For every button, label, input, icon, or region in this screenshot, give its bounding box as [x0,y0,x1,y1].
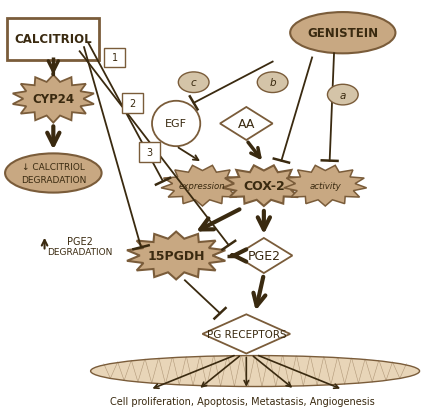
Ellipse shape [327,85,358,106]
Text: DEGRADATION: DEGRADATION [21,175,86,184]
Polygon shape [220,108,273,141]
Text: GENISTEIN: GENISTEIN [307,27,378,40]
Text: 15PGDH: 15PGDH [147,249,205,262]
Text: activity: activity [309,181,341,190]
Polygon shape [161,166,244,206]
Ellipse shape [178,73,209,93]
Text: PGE2: PGE2 [67,237,92,247]
Text: Cell proliferation, Apoptosis, Metastasis, Angiogenesis: Cell proliferation, Apoptosis, Metastasi… [110,396,374,406]
Polygon shape [235,238,292,273]
FancyBboxPatch shape [122,94,143,114]
Text: expression: expression [179,181,226,190]
Text: c: c [191,78,197,88]
Text: CYP24: CYP24 [32,93,74,106]
Text: 2: 2 [129,99,136,109]
Text: COX-2: COX-2 [243,179,285,192]
Text: 3: 3 [147,148,153,158]
Polygon shape [202,315,290,354]
Polygon shape [223,166,305,206]
Polygon shape [284,166,367,206]
Text: EGF: EGF [165,119,187,129]
FancyBboxPatch shape [139,143,160,163]
Text: 1: 1 [112,53,118,63]
Polygon shape [127,232,225,280]
Text: ↓ CALCITRIOL: ↓ CALCITRIOL [22,163,85,172]
Text: CALCITRIOL: CALCITRIOL [15,33,92,46]
Text: AA: AA [238,118,255,131]
Text: a: a [340,90,346,100]
Ellipse shape [5,154,102,193]
Ellipse shape [290,13,396,54]
Circle shape [152,102,200,147]
Text: b: b [269,78,276,88]
FancyBboxPatch shape [7,19,99,60]
Text: DEGRADATION: DEGRADATION [47,247,112,256]
Ellipse shape [91,356,420,387]
Text: PG RECEPTORS: PG RECEPTORS [206,329,286,339]
Polygon shape [13,76,94,123]
Text: PGE2: PGE2 [247,249,280,262]
FancyBboxPatch shape [104,48,125,68]
Ellipse shape [257,73,288,93]
